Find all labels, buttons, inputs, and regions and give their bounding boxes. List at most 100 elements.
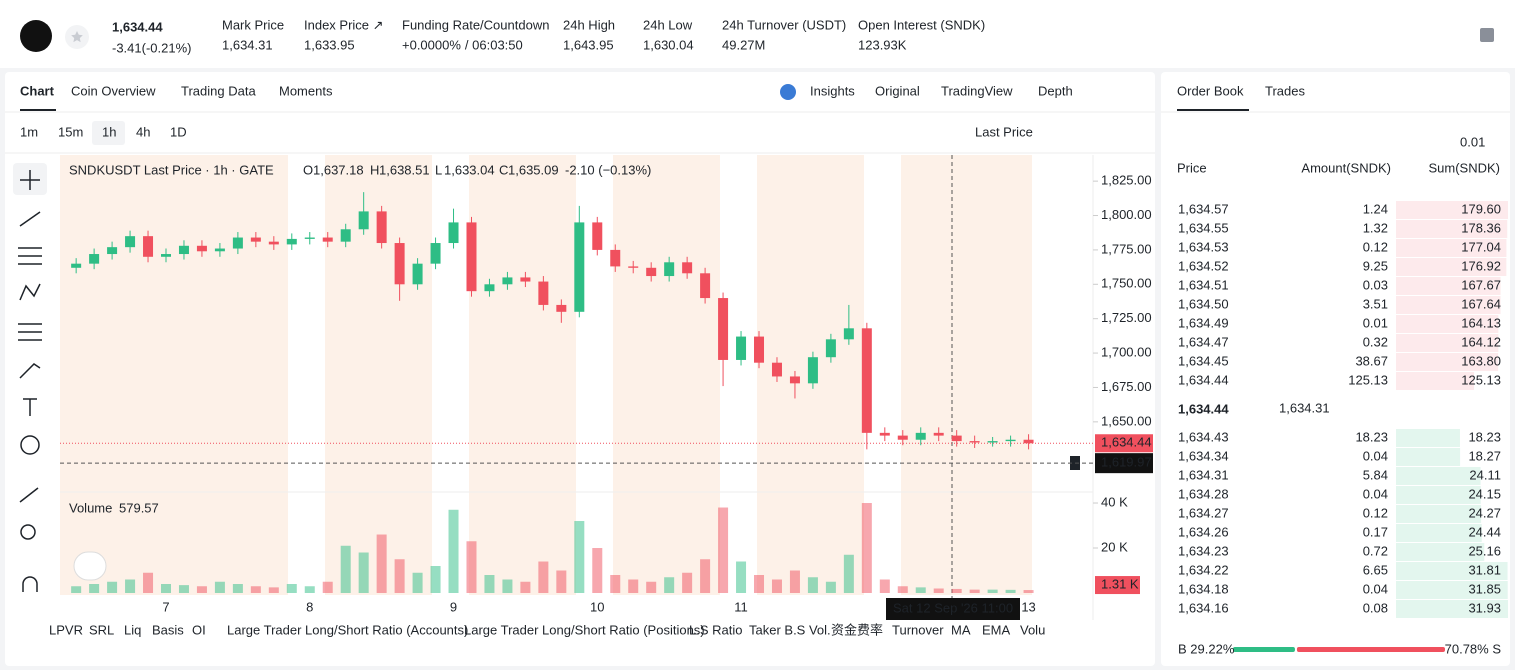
interval[interactable]: 4h — [136, 124, 150, 139]
price-type-select[interactable]: Last Price — [975, 124, 1033, 139]
interval[interactable]: 1D — [170, 124, 187, 139]
depth-bar — [1396, 486, 1481, 504]
book-price: 1,634.47 — [1178, 334, 1229, 349]
candle-body — [304, 237, 315, 239]
view-tab[interactable]: Original — [875, 83, 920, 98]
indicator[interactable]: EMA — [982, 622, 1011, 637]
volume-bar — [1023, 590, 1034, 593]
chart-tab[interactable]: Chart — [20, 83, 55, 98]
indicator[interactable]: Large Trader Long/Short Ratio (Positions… — [464, 622, 705, 637]
indicator[interactable]: Liq — [124, 622, 141, 637]
candle-body — [71, 263, 82, 268]
depth-bar — [1396, 581, 1508, 599]
depth-bar — [1396, 600, 1508, 618]
indicator[interactable]: LPVR — [49, 622, 83, 637]
sell-ratio: 70.78% S — [1445, 641, 1502, 656]
candle-body — [466, 222, 477, 292]
y-tick-label: 1,750.00 — [1101, 276, 1152, 291]
y-tick-label: 1,825.00 — [1101, 173, 1152, 188]
last-price-tag — [1095, 434, 1153, 453]
candle-body — [807, 357, 818, 384]
candle-body — [610, 249, 621, 267]
interval[interactable]: 1h — [102, 124, 116, 139]
interval[interactable]: 15m — [58, 124, 83, 139]
layout-icon[interactable] — [1480, 28, 1494, 42]
volume-bar — [789, 570, 800, 593]
price-change: -3.41(-0.21%) — [112, 40, 191, 55]
legend-text: SNDKUSDT Last Price · 1h · GATE — [69, 162, 274, 177]
depth-bar — [1396, 543, 1485, 561]
book-price: 1,634.23 — [1178, 543, 1229, 558]
volume-bar — [718, 507, 729, 593]
book-amount: 0.12 — [1363, 505, 1388, 520]
view-tab[interactable]: Insights — [810, 83, 855, 98]
indicator[interactable]: L.S Ratio — [689, 622, 742, 637]
volume-bar — [538, 561, 549, 593]
volume-bar — [466, 541, 477, 593]
book-amount: 5.84 — [1363, 467, 1388, 482]
y-tick-label: 1,650.00 — [1101, 413, 1152, 428]
last-price-label: 1,634.44 — [1101, 435, 1152, 450]
candle-body — [736, 336, 747, 360]
legend-text: 1,637.18 — [313, 162, 364, 177]
depth-bar — [1396, 467, 1481, 485]
drawing-tools[interactable] — [13, 163, 47, 592]
book-price: 1,634.45 — [1178, 353, 1229, 368]
stat-value: 49.27M — [722, 37, 765, 52]
indicator[interactable]: Basis — [152, 622, 184, 637]
legend-text: 1,635.09 — [508, 162, 559, 177]
chart-tab[interactable]: Trading Data — [181, 83, 256, 98]
book-sum: 167.67 — [1461, 277, 1501, 292]
book-price: 1,634.31 — [1178, 467, 1229, 482]
candle-body — [879, 432, 890, 436]
candle-body — [664, 262, 675, 277]
volume-bar — [143, 572, 154, 593]
chart-tab[interactable]: Coin Overview — [71, 83, 156, 98]
volume-bar — [358, 552, 369, 593]
volume-bar — [71, 586, 82, 593]
indicator[interactable]: Taker B.S Vol. — [749, 622, 831, 637]
interval[interactable]: 1m — [20, 124, 38, 139]
candle-body — [107, 247, 118, 255]
candle-body — [754, 336, 765, 363]
candle-body — [143, 236, 154, 257]
candle-body — [1023, 439, 1034, 444]
indicator[interactable]: SRL — [89, 622, 114, 637]
book-amount: 0.08 — [1363, 600, 1388, 615]
book-amount: 9.25 — [1363, 258, 1388, 273]
x-tick-label: 8 — [306, 599, 313, 614]
view-tab[interactable]: TradingView — [941, 83, 1013, 98]
indicator[interactable]: Turnover — [892, 622, 944, 637]
book-price: 1,634.28 — [1178, 486, 1229, 501]
book-sum: 31.85 — [1468, 581, 1501, 596]
book-sum: 176.92 — [1461, 258, 1501, 273]
indicator[interactable]: MA — [951, 622, 971, 637]
volume-bar — [214, 581, 225, 593]
stat-value: 1,643.95 — [563, 37, 614, 52]
book-tab[interactable]: Trades — [1265, 83, 1305, 98]
volume-bar — [987, 589, 998, 593]
crosshair-time-label: Sat 12 Sep '26 11:00 — [893, 600, 1013, 615]
price-step[interactable]: 0.01 — [1460, 134, 1485, 149]
candle-body — [412, 263, 423, 285]
book-tab[interactable]: Order Book — [1177, 83, 1244, 98]
column-header: Amount(SNDK) — [1301, 160, 1391, 175]
indicator[interactable]: 资金费率 — [831, 622, 883, 637]
candle-body — [789, 376, 800, 384]
volume-bar — [628, 579, 639, 593]
indicator[interactable]: OI — [192, 622, 206, 637]
volume-bar — [825, 581, 836, 593]
legend-text: L — [435, 162, 442, 177]
candle-body — [376, 211, 387, 244]
view-tab[interactable]: Depth — [1038, 83, 1073, 98]
candle-body — [538, 281, 549, 305]
candle-body — [322, 237, 333, 242]
chart-tab[interactable]: Moments — [279, 83, 333, 98]
book-amount: 18.23 — [1355, 429, 1388, 444]
book-sum: 31.81 — [1468, 562, 1501, 577]
volume-bar — [610, 575, 621, 593]
volume-bar — [196, 586, 207, 593]
indicator[interactable]: Volu — [1020, 622, 1045, 637]
candle-body — [897, 435, 908, 440]
indicator[interactable]: Large Trader Long/Short Ratio (Accounts) — [227, 622, 468, 637]
